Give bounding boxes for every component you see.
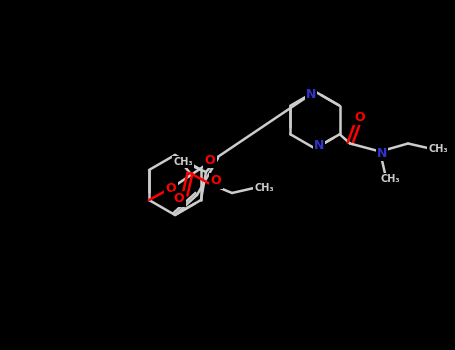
Text: N: N [314, 139, 324, 152]
Text: CH₃: CH₃ [254, 183, 274, 193]
Text: O: O [355, 111, 365, 124]
Text: CH₃: CH₃ [428, 144, 448, 154]
Text: N: N [377, 147, 387, 160]
Text: O: O [166, 182, 177, 195]
Text: O: O [205, 154, 215, 167]
Text: CH₃: CH₃ [380, 174, 400, 183]
Text: CH₃: CH₃ [173, 157, 193, 167]
Text: N: N [306, 88, 316, 101]
Text: O: O [211, 175, 221, 188]
Text: O: O [174, 193, 184, 205]
